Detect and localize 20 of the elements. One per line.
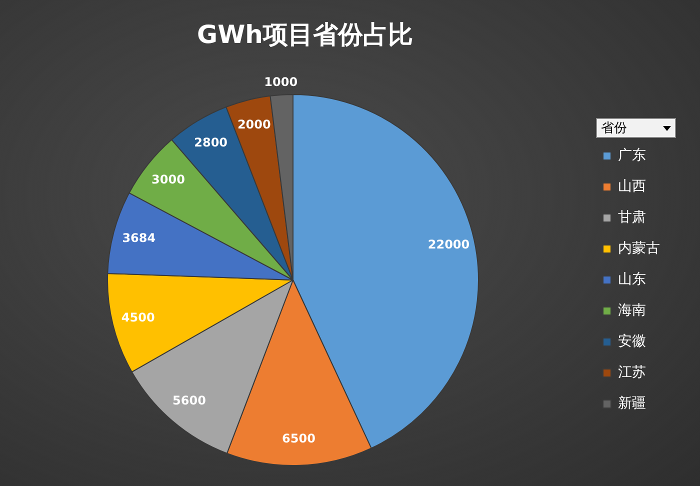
legend-label: 新疆 [618, 396, 646, 412]
data-label: 3684 [122, 230, 156, 245]
data-label: 2000 [237, 117, 271, 132]
chart-title: GWh项目省份占比 [196, 19, 414, 51]
data-label: 1000 [264, 75, 298, 89]
data-label: 22000 [428, 238, 470, 252]
legend-label: 广东 [618, 148, 646, 164]
legend-label: 安徽 [618, 334, 646, 350]
data-label: 2800 [194, 135, 228, 150]
data-label: 4500 [121, 310, 155, 324]
legend-label: 甘肃 [618, 210, 646, 226]
data-label: 5600 [172, 393, 206, 408]
legend-label: 内蒙古 [618, 240, 660, 257]
legend-title: 省份 [601, 120, 628, 137]
data-label: 3000 [152, 172, 185, 187]
legend-label: 海南 [618, 302, 646, 319]
legend-label: 山西 [618, 178, 646, 195]
legend-label: 山东 [618, 272, 646, 288]
data-label: 6500 [282, 432, 316, 446]
legend-label: 江苏 [618, 364, 646, 381]
